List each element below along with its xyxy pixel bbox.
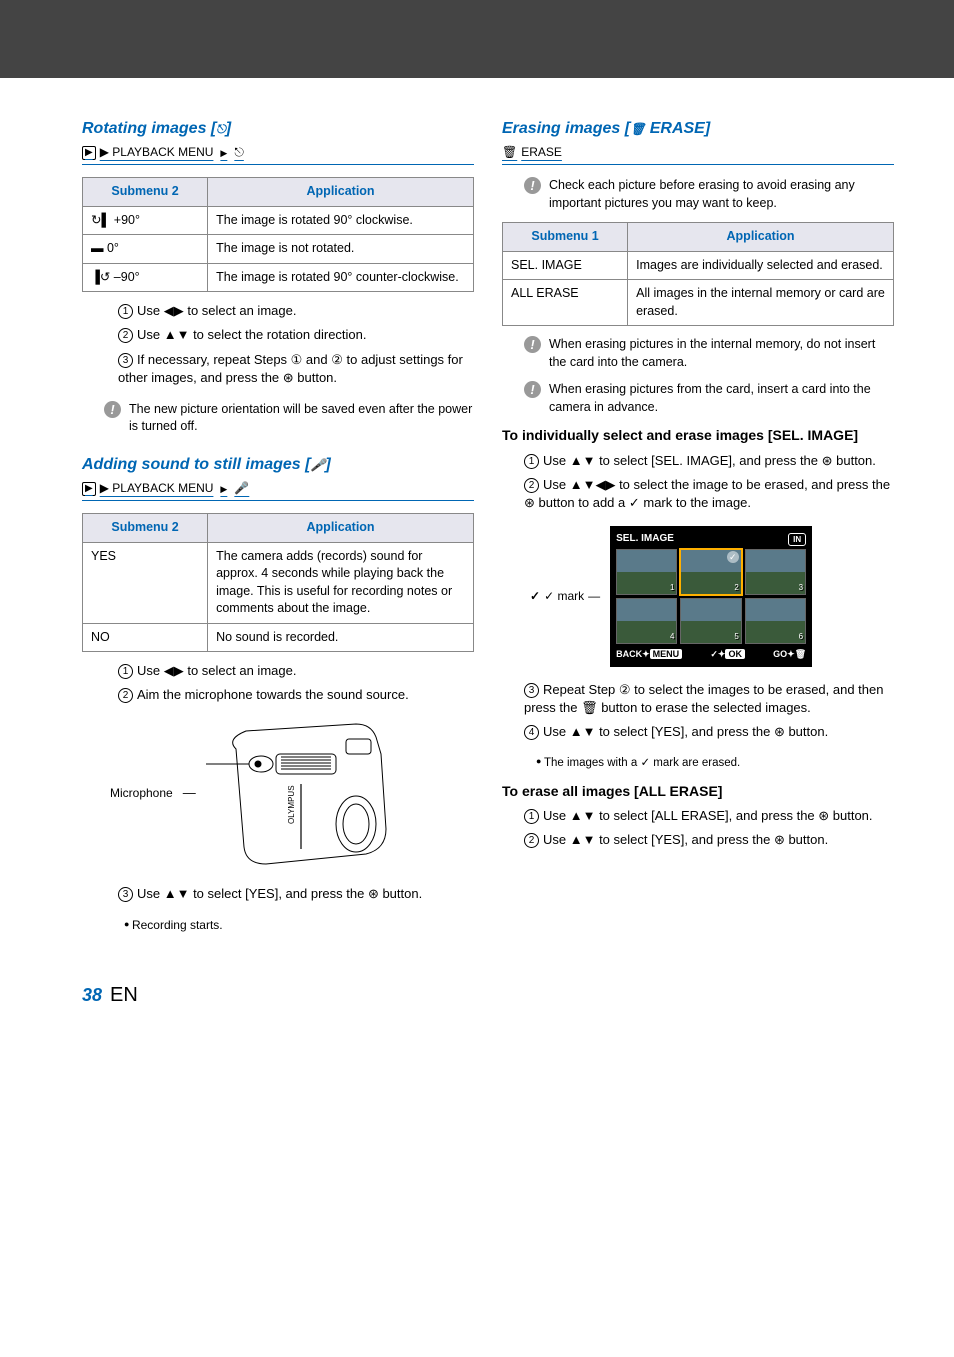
step-item: 3Repeat Step ② to select the images to b…: [520, 681, 894, 717]
thumbnail-grid: 1 ✓2 3 4 5 6: [616, 549, 806, 644]
page-number: 38: [82, 983, 102, 1008]
rotate-icon: ⎋: [216, 122, 226, 136]
table-row: YES The camera adds (records) sound for …: [83, 542, 474, 623]
table-header: Application: [208, 178, 474, 207]
microphone-figure: Microphone — OLYMPUS: [110, 719, 474, 869]
info-icon: !: [104, 401, 121, 418]
table-row: ALL ERASE All images in the internal mem…: [503, 280, 894, 326]
table-header: Application: [208, 514, 474, 543]
page-content: Rotating images [⎋] ▶ ▶ PLAYBACK MENU ⎋ …: [0, 78, 954, 981]
table-row: ▐↺ –90° The image is rotated 90° counter…: [83, 263, 474, 292]
check-icon: ✓: [727, 551, 739, 563]
step-item: 2Use ▲▼◀▶ to select the image to be eras…: [520, 476, 894, 512]
thumb: 3: [745, 549, 806, 595]
rotating-steps: 1Use ◀▶ to select an image. 2Use ▲▼ to s…: [114, 302, 474, 387]
sel-image-steps-b: 3Repeat Step ② to select the images to b…: [520, 681, 894, 742]
sound-title: Adding sound to still images [🎤]: [82, 454, 474, 476]
thumb-selected: ✓2: [680, 549, 741, 595]
play-icon: ▶: [82, 146, 96, 160]
erase-breadcrumb: 🗑 ERASE: [502, 144, 894, 165]
in-badge: IN: [788, 533, 806, 546]
info-icon: !: [524, 177, 541, 194]
trash-icon: 🗑: [502, 144, 517, 161]
lcd-footer: BACK✦MENU ✓✦OK GO✦🗑: [616, 648, 806, 661]
mic-icon: 🎤: [234, 480, 249, 497]
rotate-icon: ⎋: [234, 144, 244, 161]
erase-bullet: The images with a ✓ mark are erased.: [536, 755, 894, 771]
erase-table: Submenu 1 Application SEL. IMAGE Images …: [502, 222, 894, 326]
play-icon: ▶: [82, 482, 96, 496]
info-icon: !: [524, 336, 541, 353]
table-row: NO No sound is recorded.: [83, 623, 474, 652]
sel-image-steps-a: 1Use ▲▼ to select [SEL. IMAGE], and pres…: [520, 452, 894, 513]
lcd-title: SEL. IMAGE: [616, 532, 674, 546]
step-item: 4Use ▲▼ to select [YES], and press the ⊛…: [520, 723, 894, 741]
mic-icon: 🎤: [310, 458, 325, 472]
right-column: Erasing images [🗑 ERASE] 🗑 ERASE ! Check…: [502, 118, 894, 941]
step-item: 2Aim the microphone towards the sound so…: [114, 686, 474, 704]
table-row: ↻▌ +90° The image is rotated 90° clockwi…: [83, 206, 474, 235]
table-header: Submenu 1: [503, 223, 628, 252]
thumb: 6: [745, 598, 806, 644]
rotating-table: Submenu 2 Application ↻▌ +90° The image …: [82, 177, 474, 292]
table-row: SEL. IMAGE Images are individually selec…: [503, 251, 894, 280]
step-item: 1Use ◀▶ to select an image.: [114, 302, 474, 320]
erase-note-keep: ! Check each picture before erasing to a…: [524, 177, 894, 212]
rotating-note: ! The new picture orientation will be sa…: [104, 401, 474, 436]
chevron-right-icon: [217, 144, 230, 161]
rotating-breadcrumb: ▶ ▶ PLAYBACK MENU ⎋: [82, 144, 474, 165]
check-icon: ✓: [530, 588, 540, 605]
sound-breadcrumb: ▶ ▶ PLAYBACK MENU 🎤: [82, 480, 474, 501]
sound-table: Submenu 2 Application YES The camera add…: [82, 513, 474, 652]
rotating-title: Rotating images [⎋]: [82, 118, 474, 140]
all-erase-steps: 1Use ▲▼ to select [ALL ERASE], and press…: [520, 807, 894, 849]
lcd-screen: SEL. IMAGE IN 1 ✓2 3 4 5 6 BACK✦MENU ✓✦O…: [610, 526, 812, 667]
mark-label: ✓ ✓ mark —: [530, 588, 600, 605]
step-item: 2Use ▲▼ to select [YES], and press the ⊛…: [520, 831, 894, 849]
chevron-right-icon: [217, 480, 230, 497]
leader-line: —: [183, 784, 196, 802]
sound-steps-a: 1Use ◀▶ to select an image. 2Aim the mic…: [114, 662, 474, 704]
step-item: 2Use ▲▼ to select the rotation direction…: [114, 326, 474, 344]
thumb: 5: [680, 598, 741, 644]
step-item: 1Use ▲▼ to select [ALL ERASE], and press…: [520, 807, 894, 825]
page-footer: 38 EN: [0, 981, 954, 1039]
lcd-figure: ✓ ✓ mark — SEL. IMAGE IN 1 ✓2 3 4 5 6: [530, 526, 894, 667]
step-item: 1Use ▲▼ to select [SEL. IMAGE], and pres…: [520, 452, 894, 470]
step-item: 1Use ◀▶ to select an image.: [114, 662, 474, 680]
sel-image-heading: To individually select and erase images …: [502, 426, 894, 446]
erase-title: Erasing images [🗑 ERASE]: [502, 118, 894, 140]
step-item: 3If necessary, repeat Steps ① and ② to a…: [114, 351, 474, 387]
leader-line: —: [588, 588, 600, 605]
camera-illustration: OLYMPUS: [206, 719, 416, 869]
recording-bullet: Recording starts.: [124, 917, 474, 934]
table-row: ▬ 0° The image is not rotated.: [83, 235, 474, 264]
thumb: 4: [616, 598, 677, 644]
erase-note-card: ! When erasing pictures from the card, i…: [524, 381, 894, 416]
header-bar: [0, 0, 954, 78]
left-column: Rotating images [⎋] ▶ ▶ PLAYBACK MENU ⎋ …: [82, 118, 474, 941]
erase-note-mem: ! When erasing pictures in the internal …: [524, 336, 894, 371]
page-lang: EN: [110, 981, 138, 1009]
table-header: Submenu 2: [83, 514, 208, 543]
trash-icon: 🗑: [630, 122, 645, 136]
all-erase-heading: To erase all images [ALL ERASE]: [502, 782, 894, 802]
table-header: Application: [628, 223, 894, 252]
svg-text:OLYMPUS: OLYMPUS: [287, 785, 296, 824]
info-icon: !: [524, 381, 541, 398]
step-item: 3Use ▲▼ to select [YES], and press the ⊛…: [114, 885, 474, 903]
table-header: Submenu 2: [83, 178, 208, 207]
sound-steps-b: 3Use ▲▼ to select [YES], and press the ⊛…: [114, 885, 474, 903]
thumb: 1: [616, 549, 677, 595]
mic-label: Microphone: [110, 785, 173, 802]
